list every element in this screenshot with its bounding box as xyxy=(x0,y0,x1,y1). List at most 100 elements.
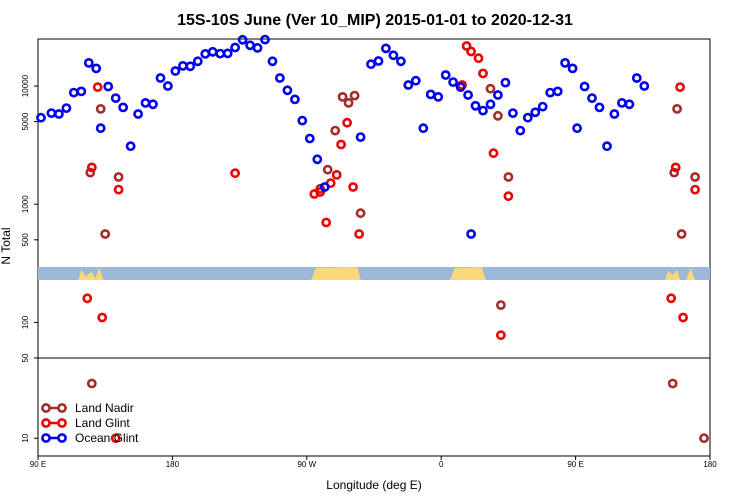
land-nadir-point xyxy=(337,92,348,102)
y-tick-label: 10000 xyxy=(21,74,30,97)
ocean-glint-point xyxy=(304,133,315,144)
legend-marker-land-glint xyxy=(41,418,51,428)
legend-marker-ocean-glint xyxy=(57,433,67,443)
land-glint-point xyxy=(495,330,506,341)
ocean-glint-point xyxy=(170,66,181,76)
x-tick-label: 90 W xyxy=(297,460,316,469)
ocean-glint-point xyxy=(418,123,429,134)
legend-marker-land-nadir xyxy=(57,403,67,413)
y-tick-label: 100 xyxy=(21,315,30,329)
ocean-glint-point xyxy=(492,90,503,100)
ocean-glint-point xyxy=(433,92,444,102)
ocean-glint-point xyxy=(440,70,451,80)
ocean-glint-point xyxy=(624,99,635,110)
ocean-glint-point xyxy=(552,86,563,97)
ocean-glint-point xyxy=(466,229,476,239)
ocean-glint-point xyxy=(478,105,488,116)
ocean-glint-point xyxy=(91,63,102,74)
land-nadir-point xyxy=(86,378,97,389)
ocean-glint-point xyxy=(560,58,570,68)
ocean-glint-point xyxy=(267,56,278,67)
ocean-glint-point xyxy=(207,46,218,57)
legend-label-ocean-glint: Ocean Glint xyxy=(75,431,139,445)
land-glint-point xyxy=(666,293,677,304)
ocean-glint-point xyxy=(140,98,151,108)
ocean-glint-point xyxy=(587,93,597,103)
land-segment xyxy=(665,270,681,280)
land-nadir-point xyxy=(503,172,514,182)
x-tick-label: 90 E xyxy=(567,460,583,469)
ocean-glint-point xyxy=(500,77,511,88)
land-glint-point xyxy=(321,217,332,228)
land-glint-point xyxy=(92,82,103,92)
ocean-glint-point xyxy=(95,123,106,134)
y-tick-label: 10 xyxy=(21,433,30,442)
ocean-glint-point xyxy=(76,86,87,97)
ocean-glint-point xyxy=(602,141,612,152)
ocean-glint-point xyxy=(133,109,143,119)
ocean-glint-point xyxy=(252,43,263,53)
land-nadir-point xyxy=(330,125,341,136)
land-segment xyxy=(450,267,486,280)
ocean-glint-point xyxy=(537,101,548,112)
data-points xyxy=(36,34,709,444)
ocean-glint-point xyxy=(388,50,399,61)
land-nadir-point xyxy=(699,433,709,444)
land-glint-point xyxy=(670,162,681,173)
land-nadir-point xyxy=(672,104,682,114)
ocean-glint-point xyxy=(395,56,406,67)
land-nadir-point xyxy=(343,98,354,108)
ocean-glint-point xyxy=(222,48,233,59)
land-glint-point xyxy=(678,312,688,323)
ocean-glint-point xyxy=(639,81,650,91)
legend-marker-ocean-glint xyxy=(41,433,51,443)
land-nadir-point xyxy=(322,164,333,175)
ocean-glint-point xyxy=(282,85,293,96)
ocean-glint-point xyxy=(46,108,57,118)
ocean-glint-point xyxy=(148,99,158,110)
land-glint-point xyxy=(348,182,358,192)
ocean-glint-point xyxy=(61,103,72,113)
y-axis: 10 50 100 500 1000 5000 10000 xyxy=(21,74,38,443)
land-glint-point xyxy=(342,117,352,128)
ocean-glint-point xyxy=(508,108,518,118)
land-nadir-point xyxy=(676,229,687,239)
ocean-glint-point xyxy=(230,42,240,53)
ocean-glint-point xyxy=(594,102,605,113)
land-ocean-band xyxy=(38,267,710,280)
land-nadir-point xyxy=(100,229,111,239)
ocean-glint-point xyxy=(545,87,556,98)
ocean-glint-point xyxy=(403,80,414,90)
ocean-glint-point xyxy=(366,59,376,70)
ocean-glint-point xyxy=(185,61,196,72)
land-glint-point xyxy=(478,68,488,79)
y-tick-label: 1000 xyxy=(21,195,30,213)
ocean-glint-point xyxy=(485,99,496,110)
ocean-glint-point xyxy=(470,100,481,111)
ocean-glint-point xyxy=(54,109,64,119)
ocean-glint-point xyxy=(515,125,526,136)
ocean-glint-point xyxy=(83,58,94,68)
ocean-glint-point xyxy=(319,182,330,192)
land-nadir-point xyxy=(349,90,360,101)
x-tick-label: 0 xyxy=(439,460,444,469)
y-tick-label: 50 xyxy=(21,353,30,362)
ocean-glint-point xyxy=(373,56,384,66)
land-glint-point xyxy=(488,148,499,159)
land-nadir-point xyxy=(492,110,503,121)
ocean-glint-point xyxy=(312,154,323,165)
x-axis: 90 E 180 90 W 0 90 E 180 xyxy=(30,456,717,469)
land-glint-point xyxy=(675,82,685,92)
ocean-glint-point xyxy=(297,115,308,126)
x-axis-label: Longitude (deg E) xyxy=(326,478,421,492)
ocean-glint-point xyxy=(289,94,300,105)
ocean-glint-point xyxy=(410,75,421,86)
land-glint-point xyxy=(466,46,476,57)
y-axis-label: N Total xyxy=(0,227,13,264)
land-nadir-point xyxy=(355,208,366,219)
ocean-glint-point xyxy=(530,107,541,118)
land-segment xyxy=(686,268,696,280)
y-tick-label: 5000 xyxy=(21,112,30,130)
land-glint-point xyxy=(82,293,93,304)
